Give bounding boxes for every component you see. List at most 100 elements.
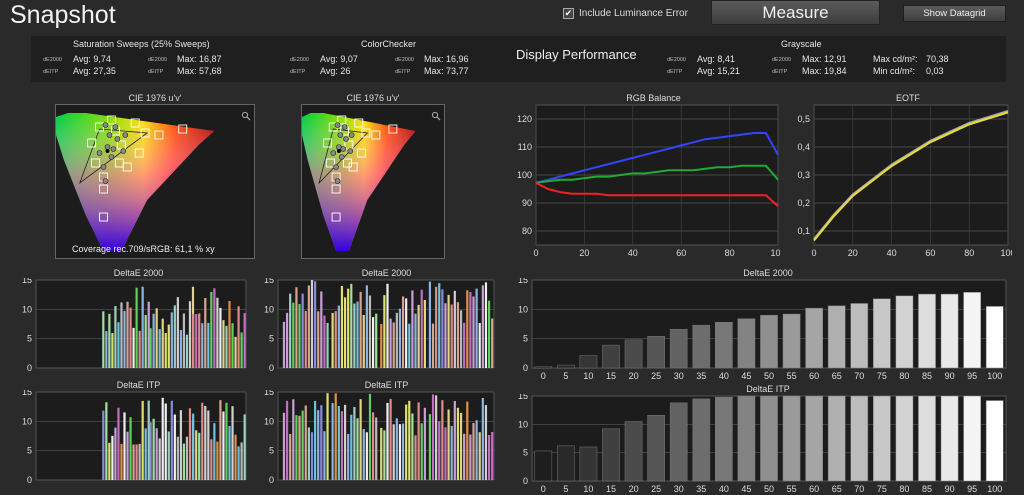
colored-bar bbox=[188, 408, 192, 480]
y-tick-label: 15 bbox=[264, 278, 274, 285]
colored-bar bbox=[105, 331, 108, 368]
target-square bbox=[140, 128, 150, 138]
eotf-title: EOTF bbox=[896, 93, 920, 103]
y-tick-label: 90 bbox=[522, 198, 532, 208]
include-luminance-error-checkbox[interactable]: ✔ Include Luminance Error bbox=[563, 8, 688, 19]
colored-bar bbox=[298, 415, 301, 480]
colored-bar bbox=[478, 323, 481, 368]
x-tick-label: 65 bbox=[832, 484, 842, 494]
x-tick-label: 20 bbox=[579, 248, 589, 258]
colored-bar bbox=[317, 410, 320, 480]
colored-bar bbox=[463, 322, 466, 368]
grayscale-title: Grayscale bbox=[781, 39, 822, 49]
x-tick-label: 50 bbox=[764, 484, 774, 494]
colored-bar bbox=[164, 332, 167, 368]
x-tick-label: 95 bbox=[967, 371, 977, 381]
x-tick-label: 40 bbox=[628, 248, 638, 258]
colored-bar bbox=[213, 288, 216, 368]
x-tick-label: 25 bbox=[651, 371, 661, 381]
sat-itp-title: DeltaE ITP bbox=[116, 380, 161, 390]
itp-bar bbox=[873, 395, 891, 482]
y-tick-label: 5 bbox=[27, 334, 32, 344]
colored-bar bbox=[207, 410, 210, 480]
colored-bar bbox=[417, 402, 420, 480]
x-tick-label: 30 bbox=[674, 371, 684, 381]
colored-bar bbox=[459, 310, 463, 368]
colored-bar bbox=[132, 444, 135, 480]
colored-bar bbox=[334, 393, 337, 480]
colored-bar bbox=[231, 323, 234, 368]
x-tick-label: 10 bbox=[583, 484, 593, 494]
colored-bar bbox=[231, 406, 234, 480]
de2000-bar bbox=[850, 303, 869, 369]
measured-dot bbox=[110, 146, 117, 152]
y-tick-label: 10 bbox=[22, 416, 32, 426]
display-performance-label: Display Performance bbox=[516, 47, 637, 62]
target-square bbox=[134, 148, 144, 158]
measure-button[interactable]: Measure bbox=[711, 0, 880, 25]
y-tick-label: 15 bbox=[22, 278, 32, 285]
gs-de2000-label: dE2000 bbox=[667, 57, 686, 63]
measured-dot bbox=[334, 178, 341, 184]
colored-bar bbox=[210, 291, 213, 368]
colored-bar bbox=[192, 413, 195, 480]
measured-dot bbox=[102, 178, 109, 184]
eotf-series-line bbox=[813, 110, 1009, 240]
saturation-avg-deitp: Avg: 27,35 bbox=[73, 66, 116, 76]
y-tick-label: 0,5 bbox=[797, 114, 810, 124]
colored-bar bbox=[185, 334, 189, 368]
colored-bar bbox=[282, 321, 286, 368]
x-tick-label: 100 bbox=[770, 248, 780, 258]
colored-bar bbox=[417, 304, 420, 368]
saturation-title: Saturation Sweeps (25% Sweeps) bbox=[73, 39, 210, 49]
x-tick-label: 5 bbox=[563, 484, 568, 494]
target-square bbox=[130, 118, 140, 128]
de2000-bar bbox=[647, 336, 665, 369]
colored-bar bbox=[371, 317, 375, 368]
colored-bar bbox=[108, 313, 111, 368]
measured-dot bbox=[100, 164, 107, 170]
eotf-series-line bbox=[813, 111, 1009, 242]
itp-bar bbox=[895, 395, 914, 482]
colored-bar bbox=[307, 427, 310, 480]
y-tick-label: 5 bbox=[27, 446, 32, 456]
colored-bar bbox=[147, 400, 150, 480]
cc-de2000-label-2: dE2000 bbox=[395, 57, 414, 63]
x-tick-label: 70 bbox=[854, 371, 864, 381]
target-square bbox=[323, 138, 333, 148]
colored-bar bbox=[219, 307, 222, 368]
show-datagrid-button[interactable]: Show Datagrid bbox=[903, 5, 1006, 22]
colored-bar bbox=[126, 301, 129, 368]
colored-bar bbox=[453, 290, 456, 368]
target-square bbox=[361, 128, 371, 138]
gs-itp-chart-title: DeltaE ITP bbox=[746, 384, 790, 394]
colored-bar bbox=[170, 312, 173, 368]
colored-bar bbox=[375, 313, 378, 368]
checkmark-icon: ✔ bbox=[563, 8, 574, 19]
colorchecker-itp-chart: 15 10 5 0 bbox=[264, 390, 495, 485]
x-tick-label: 50 bbox=[764, 371, 774, 381]
colored-bar bbox=[484, 282, 488, 368]
rgb-balance-title: RGB Balance bbox=[626, 93, 681, 103]
colored-bar bbox=[411, 290, 414, 368]
colored-bar bbox=[450, 425, 453, 480]
colored-bar bbox=[350, 283, 353, 368]
colored-bar bbox=[228, 425, 231, 480]
colored-bar bbox=[389, 398, 392, 480]
cie-left-panel: Coverage rec.709/sRGB: 61,1 % xy bbox=[55, 104, 255, 259]
white-point-dot bbox=[336, 149, 341, 153]
colored-bar bbox=[395, 312, 398, 368]
target-square bbox=[371, 130, 381, 140]
measured-dot bbox=[106, 132, 113, 138]
cc-max-de2000: Max: 16,96 bbox=[424, 54, 469, 64]
colored-bar bbox=[423, 300, 426, 368]
de2000-bar bbox=[782, 313, 801, 369]
colored-bar bbox=[320, 405, 323, 480]
gamut-shade bbox=[56, 113, 215, 251]
colored-bar bbox=[164, 403, 167, 480]
saturation-max-de2000: Max: 16,87 bbox=[177, 54, 222, 64]
colored-bar bbox=[481, 285, 484, 368]
stats-bar: Saturation Sweeps (25% Sweeps) dE2000 Av… bbox=[31, 36, 1006, 82]
y-tick-label: 100 bbox=[517, 170, 532, 180]
